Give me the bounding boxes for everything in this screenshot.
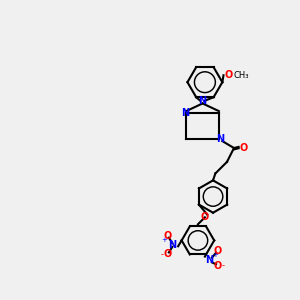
Text: +: + [161, 237, 167, 243]
Text: N: N [206, 255, 214, 265]
Text: O: O [214, 246, 222, 256]
Text: O: O [164, 249, 172, 259]
Text: O: O [164, 231, 172, 241]
Text: N: N [181, 108, 189, 118]
Text: O: O [240, 143, 248, 153]
Text: O: O [214, 261, 222, 271]
Text: N: N [199, 96, 207, 106]
Text: -: - [222, 261, 225, 270]
Text: +: + [212, 253, 218, 259]
Text: N: N [168, 240, 176, 250]
Text: O: O [225, 70, 233, 80]
Text: O: O [201, 212, 209, 222]
Text: CH₃: CH₃ [234, 71, 250, 80]
Text: -: - [160, 250, 164, 259]
Text: N: N [216, 134, 224, 144]
